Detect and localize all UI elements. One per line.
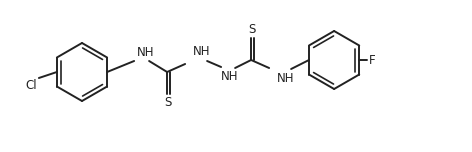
Text: NH: NH [221,70,239,83]
Text: F: F [369,54,376,67]
Text: NH: NH [137,46,155,59]
Text: NH: NH [193,45,211,58]
Text: Cl: Cl [25,79,37,92]
Text: S: S [248,23,256,36]
Text: S: S [164,96,172,109]
Text: NH: NH [277,72,295,85]
